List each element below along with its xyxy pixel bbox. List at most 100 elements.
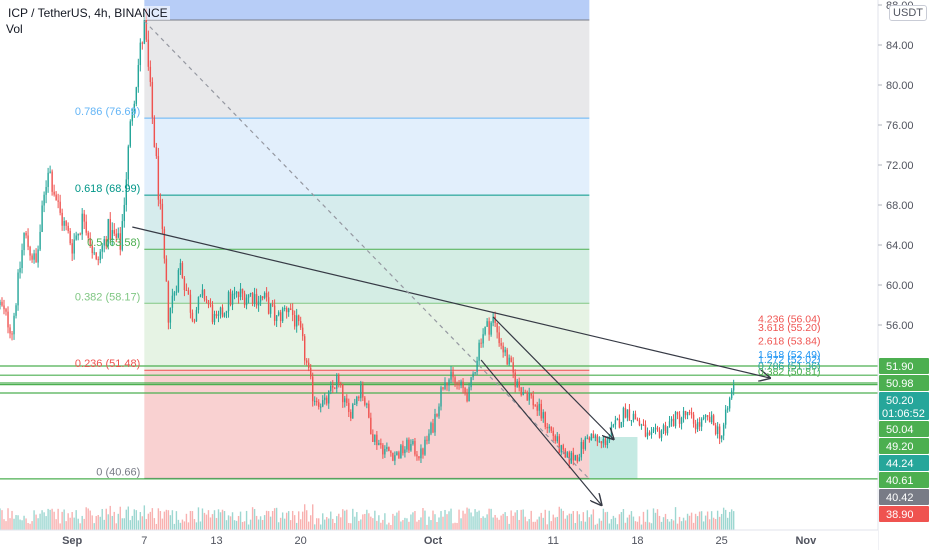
candle-body bbox=[472, 373, 474, 378]
candle-body bbox=[730, 390, 733, 399]
price-tag[interactable]: 49.20 bbox=[879, 438, 929, 454]
candle-body bbox=[614, 420, 617, 425]
volume-bar bbox=[55, 519, 57, 530]
price-tag[interactable]: 38.90 bbox=[879, 506, 929, 522]
candle-body bbox=[356, 396, 358, 404]
candle-body bbox=[283, 308, 286, 310]
candle-body bbox=[203, 289, 206, 300]
x-tick-label: Sep bbox=[62, 535, 82, 547]
candle-body bbox=[664, 425, 667, 434]
candle-body bbox=[474, 372, 476, 374]
candle-body bbox=[147, 39, 150, 67]
time-scale[interactable]: Sep 7 13 20 Oct 11 18 25 Nov bbox=[0, 529, 878, 550]
candle-body bbox=[534, 405, 536, 407]
price-tag[interactable]: 44.24 bbox=[879, 455, 929, 471]
candle-body bbox=[440, 387, 442, 407]
volume-bar bbox=[664, 513, 667, 530]
volume-bar bbox=[87, 508, 89, 530]
candle-body bbox=[484, 326, 486, 335]
price-tag[interactable]: 40.42 bbox=[879, 489, 929, 505]
volume-bar bbox=[662, 517, 665, 530]
symbol-title[interactable]: ICP / TetherUS, 4h, BINANCE bbox=[6, 6, 170, 20]
fib-extension-label: 0.786 (51.36) bbox=[758, 360, 820, 372]
candle-body bbox=[532, 395, 534, 406]
candle-body bbox=[366, 403, 368, 405]
candle-body bbox=[576, 455, 579, 462]
volume-bar bbox=[454, 522, 456, 530]
candle-body bbox=[167, 281, 170, 323]
volume-bar bbox=[33, 510, 35, 530]
trend-line[interactable] bbox=[480, 359, 601, 505]
volume-bar bbox=[566, 515, 568, 530]
price-tag-countdown: 01:06:52 bbox=[882, 408, 925, 420]
volume-bar bbox=[75, 510, 77, 530]
candle-body bbox=[386, 447, 388, 449]
trend-line[interactable] bbox=[492, 316, 613, 439]
volume-bar bbox=[213, 510, 216, 530]
candle-body bbox=[35, 253, 37, 263]
candle-body bbox=[73, 239, 75, 254]
candle-body bbox=[303, 336, 306, 361]
candle-body bbox=[468, 387, 470, 402]
candle-body bbox=[612, 424, 615, 427]
candle-body bbox=[710, 415, 713, 423]
volume-bar bbox=[314, 524, 316, 530]
candle-body bbox=[31, 255, 33, 260]
volume-bar bbox=[312, 504, 314, 530]
price-tag[interactable]: 50.98 bbox=[879, 375, 929, 391]
candle-body bbox=[175, 291, 178, 293]
volume-bar bbox=[514, 512, 516, 530]
candle-body bbox=[59, 201, 61, 213]
volume-bar bbox=[95, 516, 97, 530]
candle-body bbox=[488, 321, 490, 335]
price-tag[interactable]: 40.61 bbox=[879, 472, 929, 488]
volume-bar bbox=[342, 509, 344, 530]
price-tag[interactable]: 51.90 bbox=[879, 358, 929, 374]
candle-body bbox=[416, 454, 418, 457]
volume-bar bbox=[456, 522, 458, 530]
candle-body bbox=[522, 392, 524, 396]
volume-bar bbox=[195, 522, 198, 530]
volume-bar bbox=[656, 509, 659, 530]
candle-body bbox=[139, 42, 142, 66]
candle-body bbox=[398, 452, 400, 459]
volume-bar bbox=[191, 511, 194, 530]
candle-body bbox=[320, 406, 322, 408]
candle-body bbox=[37, 249, 39, 263]
candle-body bbox=[19, 268, 21, 273]
volume-bar bbox=[181, 519, 184, 530]
volume-bar bbox=[121, 518, 123, 530]
volume-bar bbox=[133, 509, 136, 530]
price-tag[interactable]: 50.04 bbox=[879, 421, 929, 437]
volume-bar bbox=[318, 518, 320, 530]
candle-body bbox=[57, 200, 59, 202]
volume-bar bbox=[281, 512, 284, 530]
trend-line[interactable] bbox=[132, 226, 769, 378]
candle-body bbox=[5, 309, 7, 312]
dashed-trend-line[interactable] bbox=[143, 20, 590, 480]
candle-body bbox=[354, 403, 356, 405]
volume-bar bbox=[620, 512, 623, 530]
candle-body bbox=[269, 304, 272, 314]
volume-bar bbox=[303, 504, 306, 530]
volume-bar bbox=[732, 511, 735, 530]
volume-bar bbox=[458, 509, 460, 530]
trend-lines[interactable] bbox=[132, 20, 769, 505]
volume-bar bbox=[241, 521, 244, 530]
candle-body bbox=[618, 418, 621, 428]
candle-body bbox=[638, 420, 641, 426]
candle-body bbox=[191, 312, 194, 321]
candle-body bbox=[197, 296, 200, 310]
candle-body bbox=[570, 452, 573, 464]
volume-bar bbox=[472, 516, 474, 530]
volume-bar bbox=[722, 507, 725, 530]
volume-bar bbox=[648, 522, 651, 530]
candle-body bbox=[237, 291, 240, 298]
price-scale[interactable]: 88.0084.0080.0076.0072.0068.0064.0060.00… bbox=[877, 0, 932, 550]
candle-body bbox=[45, 187, 47, 195]
currency-badge[interactable]: USDT bbox=[889, 5, 927, 21]
candle-body bbox=[9, 327, 11, 334]
